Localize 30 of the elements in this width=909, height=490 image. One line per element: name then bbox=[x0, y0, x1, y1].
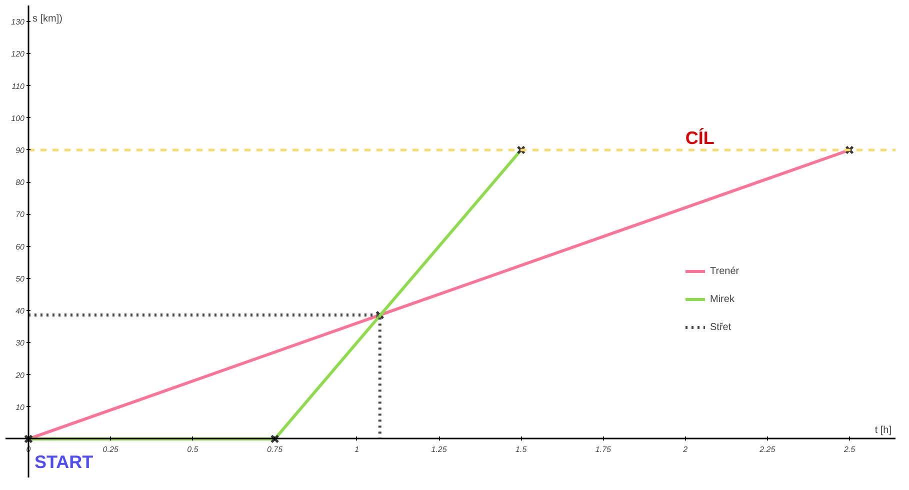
x-tick-label: 0.25 bbox=[102, 444, 119, 454]
y-tick-label: 50 bbox=[16, 274, 26, 284]
y-tick-label: 70 bbox=[16, 210, 26, 220]
x-tick-label: 2.25 bbox=[758, 444, 776, 454]
y-tick-label: 80 bbox=[16, 178, 26, 188]
y-tick-label: 110 bbox=[12, 82, 26, 91]
y-axis-title: s [km]) bbox=[32, 14, 62, 24]
x-tick-label: 2.5 bbox=[842, 444, 856, 454]
y-tick-label: 10 bbox=[16, 402, 26, 412]
ref-line-label: CÍL bbox=[685, 128, 714, 148]
y-tick-label: 100 bbox=[11, 114, 26, 123]
y-tick-label: 20 bbox=[14, 370, 26, 380]
legend-label: Střet bbox=[710, 322, 732, 332]
legend-label: Mirek bbox=[710, 294, 734, 304]
y-tick-label: 120 bbox=[11, 50, 26, 59]
x-tick-label: 1 bbox=[354, 444, 360, 454]
legend-label: Trenér bbox=[710, 266, 740, 276]
y-tick-label: 90 bbox=[16, 146, 26, 155]
x-tick-label: 0.75 bbox=[267, 444, 284, 454]
x-axis-title: t [h] bbox=[874, 424, 892, 436]
x-tick-label: 1.75 bbox=[595, 444, 612, 454]
y-tick-label: 60 bbox=[16, 242, 26, 252]
x-tick-label: 1.25 bbox=[431, 444, 448, 454]
y-tick-label: 30 bbox=[16, 338, 26, 348]
x-tick-label: 2 bbox=[682, 444, 688, 454]
x-tick-label: 1.5 bbox=[516, 444, 528, 454]
x-tick-label: 0.5 bbox=[187, 444, 199, 454]
annotation: START bbox=[34, 452, 94, 472]
y-tick-label: 40 bbox=[16, 306, 26, 316]
y-tick-label: 130 bbox=[11, 18, 26, 27]
